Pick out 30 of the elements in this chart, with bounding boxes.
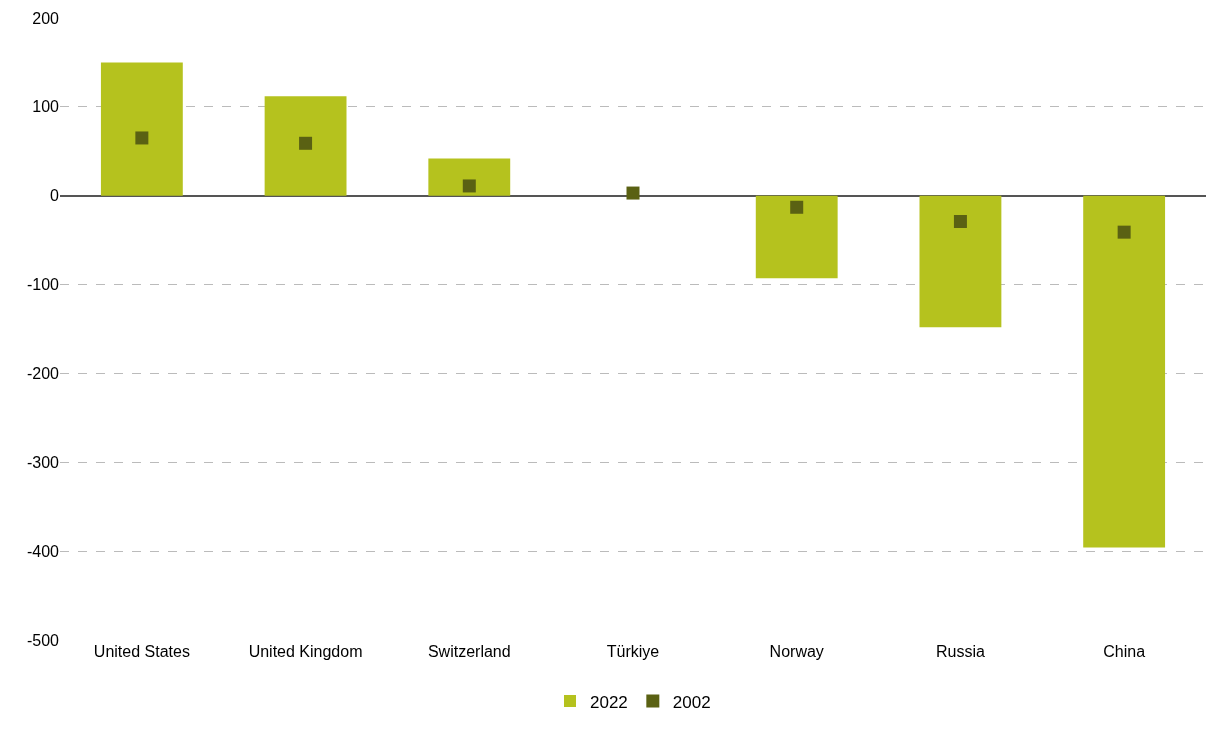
y-tick-label: 0	[50, 187, 60, 205]
x-tick-label: United States	[93, 643, 190, 660]
x-tick-label: Russia	[935, 643, 985, 660]
y-tick-label: 200	[32, 9, 60, 27]
point	[299, 136, 313, 150]
bar	[264, 96, 347, 196]
x-tick-label: United Kingdom	[248, 643, 363, 660]
y-tick-label: -400	[26, 542, 60, 560]
y-tick-label: -500	[26, 631, 60, 649]
y-tick-label: -200	[26, 365, 60, 383]
point	[1117, 225, 1131, 239]
point	[135, 131, 149, 145]
bar	[100, 62, 183, 196]
bar	[919, 195, 1002, 328]
point	[953, 214, 967, 228]
x-tick-label: Norway	[769, 643, 824, 660]
bar	[755, 195, 838, 279]
point	[462, 179, 476, 193]
x-tick-label: China	[1103, 643, 1146, 660]
point	[790, 200, 804, 214]
x-tick-label: Switzerland	[427, 643, 511, 660]
y-tick-label: -100	[26, 276, 60, 294]
x-tick-label: Türkiye	[606, 643, 660, 660]
bar	[428, 158, 511, 196]
legend-label: 2002	[672, 692, 711, 712]
legend-label: 2022	[590, 692, 628, 712]
point	[626, 186, 640, 200]
bar	[1083, 195, 1166, 548]
y-tick-label: -300	[26, 453, 60, 471]
y-tick-label: 100	[32, 98, 60, 116]
